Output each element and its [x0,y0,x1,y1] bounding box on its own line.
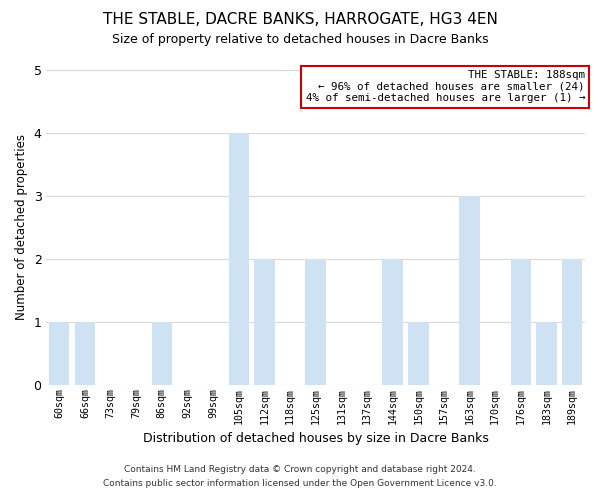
Y-axis label: Number of detached properties: Number of detached properties [15,134,28,320]
Bar [562,259,583,385]
Text: Size of property relative to detached houses in Dacre Banks: Size of property relative to detached ho… [112,32,488,46]
Bar [382,259,403,385]
Bar [305,259,326,385]
Text: THE STABLE: 188sqm
← 96% of detached houses are smaller (24)
4% of semi-detached: THE STABLE: 188sqm ← 96% of detached hou… [305,70,585,103]
Bar [229,133,249,385]
Bar [536,322,557,385]
Bar [460,196,480,385]
Text: Contains HM Land Registry data © Crown copyright and database right 2024.
Contai: Contains HM Land Registry data © Crown c… [103,466,497,487]
Bar [254,259,275,385]
Bar [74,322,95,385]
Text: THE STABLE, DACRE BANKS, HARROGATE, HG3 4EN: THE STABLE, DACRE BANKS, HARROGATE, HG3 … [103,12,497,28]
Bar [408,322,428,385]
X-axis label: Distribution of detached houses by size in Dacre Banks: Distribution of detached houses by size … [143,432,488,445]
Bar [152,322,172,385]
Bar [511,259,531,385]
Bar [49,322,70,385]
